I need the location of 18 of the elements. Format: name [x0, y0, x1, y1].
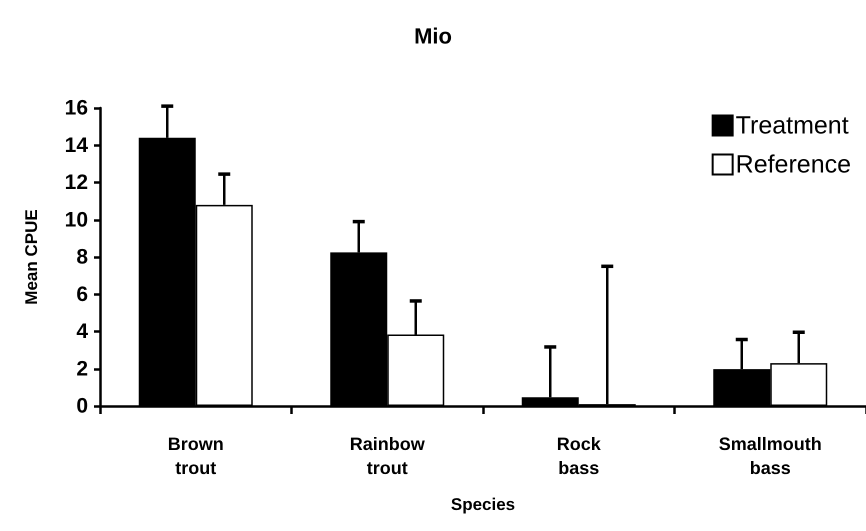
- y-tick-label: 14: [64, 134, 88, 157]
- x-tick-label: Rainbow trout: [350, 434, 426, 478]
- chart-title: Mio: [414, 24, 452, 48]
- y-tick-label: 12: [64, 171, 88, 194]
- x-tick-label: Brown trout: [168, 434, 224, 478]
- legend-label: Treatment: [736, 112, 849, 140]
- y-axis-title: Mean CPUE: [22, 209, 41, 305]
- y-tick-label: 0: [76, 394, 88, 418]
- y-tick-label: 6: [76, 282, 88, 306]
- legend-label: Reference: [736, 150, 852, 178]
- x-axis-title: Species: [450, 495, 516, 514]
- y-tick-label: 8: [76, 246, 88, 268]
- y-tick-label: 16: [64, 96, 88, 120]
- x-tick-label: Smallmouth bass: [718, 434, 822, 478]
- x-tick-label: Rock bass: [556, 434, 602, 478]
- y-tick-label: 10: [64, 208, 88, 232]
- y-tick-label: 2: [76, 357, 88, 380]
- y-tick-label: 4: [76, 320, 88, 343]
